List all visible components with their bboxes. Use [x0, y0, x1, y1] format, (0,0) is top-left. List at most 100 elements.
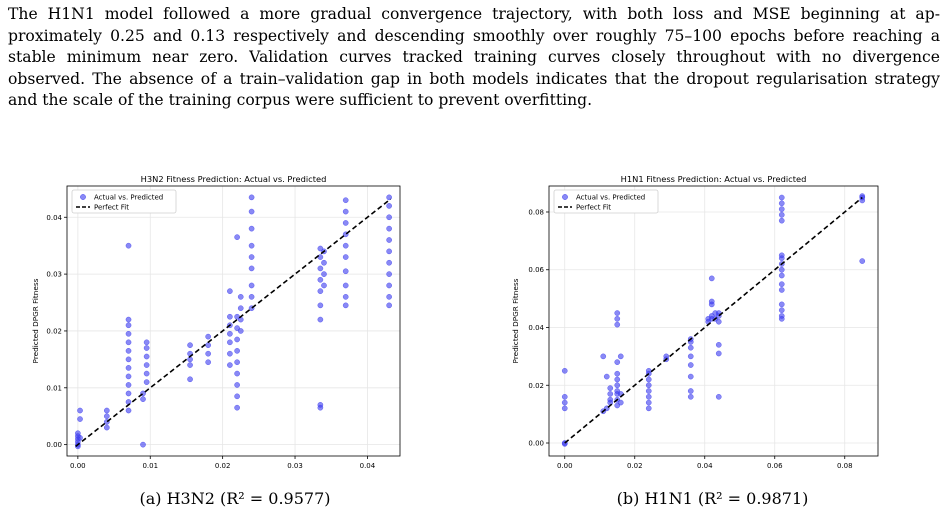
x-tick-label: 0.01: [142, 462, 158, 468]
y-tick-label: 0.02: [46, 327, 62, 335]
data-point: [342, 268, 349, 275]
data-point: [237, 316, 244, 323]
data-point: [607, 396, 614, 403]
x-tick-label: 0.04: [697, 462, 713, 468]
data-point: [248, 242, 255, 249]
data-point: [617, 353, 624, 360]
data-point: [205, 333, 212, 340]
data-point: [317, 254, 324, 260]
data-point: [248, 225, 255, 232]
y-tick-label: 0.00: [46, 441, 62, 449]
data-point: [859, 258, 866, 264]
data-point: [205, 350, 212, 357]
data-point: [143, 339, 150, 346]
y-tick-label: 0.00: [528, 440, 544, 448]
data-point: [234, 370, 240, 377]
y-tick-label: 0.01: [46, 384, 62, 392]
data-point: [687, 344, 694, 351]
h1n1-scatter-chart: 0.00 0.02 0.04 0.06 0.08 0.00 0.02 0.04 0.06 0.08…: [511, 174, 879, 480]
data-point: [778, 217, 785, 224]
data-point: [778, 281, 785, 288]
data-point: [187, 362, 193, 368]
data-point: [715, 318, 722, 325]
figure-h3n2: 0.00 0.01 0.02 0.03 0.04 0.00 0.01 0.02 0.03 0.04…: [0, 168, 470, 480]
data-point: [125, 356, 132, 363]
data-point: [859, 193, 866, 199]
data-point: [614, 376, 621, 383]
data-point: [778, 266, 785, 273]
data-point: [143, 370, 150, 377]
data-point: [614, 359, 621, 365]
data-point: [125, 365, 132, 371]
data-point: [205, 342, 212, 349]
caption-b: (b) H1N1 (R² = 0.9871): [616, 489, 809, 508]
data-point: [140, 441, 146, 448]
y-tick-label: 0.04: [46, 214, 62, 222]
data-point: [778, 212, 785, 218]
plot-frame: [548, 185, 879, 457]
data-point: [386, 271, 392, 277]
data-point: [75, 430, 81, 437]
body-paragraph: The H1N1 model followed a more gradual c…: [8, 5, 940, 109]
data-point: [227, 362, 233, 368]
data-point: [103, 413, 110, 420]
plot-frame: [66, 185, 401, 457]
data-point: [778, 301, 785, 308]
y-tick-label: 0.03: [46, 271, 62, 279]
data-point: [617, 399, 624, 406]
data-point: [125, 399, 132, 405]
data-point: [600, 353, 607, 360]
legend-label-line: Perfect Fit: [576, 204, 611, 212]
data-point: [321, 271, 327, 277]
data-point: [386, 259, 392, 266]
data-point: [227, 350, 233, 357]
data-point: [708, 275, 715, 282]
x-tick-label: 0.02: [215, 462, 231, 468]
data-point: [645, 388, 652, 394]
data-point: [645, 393, 652, 400]
data-point: [607, 391, 614, 397]
legend-marker-points: [80, 194, 86, 200]
y-tick-label: 0.02: [528, 382, 544, 390]
data-point: [143, 362, 150, 368]
data-point: [386, 214, 392, 221]
data-point: [645, 399, 652, 406]
data-point: [77, 434, 83, 441]
data-point: [561, 405, 568, 412]
data-point: [77, 416, 83, 422]
legend-box: [71, 189, 177, 214]
data-point: [234, 404, 240, 411]
data-point: [77, 407, 83, 414]
data-point: [645, 367, 652, 374]
data-point: [663, 353, 670, 360]
data-point: [778, 287, 785, 293]
data-point: [234, 336, 240, 343]
perfect-fit-line: [75, 198, 392, 447]
x-tick-label: 0.03: [287, 462, 303, 468]
data-point: [317, 401, 324, 408]
data-point: [342, 197, 349, 204]
data-point: [321, 259, 327, 266]
data-point: [687, 388, 694, 394]
data-point: [687, 353, 694, 360]
data-point: [234, 347, 240, 354]
data-point: [614, 321, 621, 328]
data-point: [607, 385, 614, 391]
data-point: [248, 265, 255, 272]
data-point: [342, 254, 349, 260]
data-point: [386, 203, 392, 209]
h3n2-scatter-chart: 0.00 0.01 0.02 0.03 0.04 0.00 0.01 0.02 0.03 0.04…: [31, 174, 401, 480]
data-point: [386, 194, 392, 201]
data-point: [125, 242, 132, 249]
x-tick-label: 0.06: [767, 462, 783, 468]
data-point: [386, 293, 392, 300]
chart-title: H1N1 Fitness Prediction: Actual vs. Pred…: [621, 174, 807, 184]
data-point: [234, 382, 240, 388]
x-tick-label: 0.08: [837, 462, 853, 468]
data-point: [125, 339, 132, 346]
data-point: [614, 382, 621, 389]
data-point: [386, 237, 392, 243]
data-point: [237, 328, 244, 334]
data-point: [125, 316, 132, 323]
data-point: [103, 424, 110, 431]
